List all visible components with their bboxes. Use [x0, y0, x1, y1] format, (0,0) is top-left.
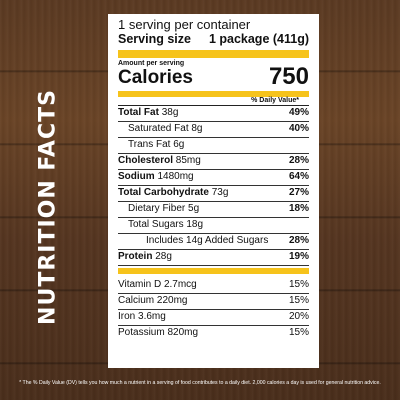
nutrient-label: Dietary Fiber 5g [128, 202, 199, 217]
nutrient-name: Total Sugars [128, 219, 184, 230]
nutrient-name: Total Fat [118, 107, 159, 118]
nutrient-label: Includes 14g Added Sugars [146, 234, 268, 249]
nutrient-daily-value: 40% [288, 123, 309, 134]
nutrient-row: Trans Fat 6g [118, 138, 309, 154]
nutrient-name: Sodium [118, 171, 155, 182]
nutrient-name: Trans Fat [128, 139, 171, 150]
nutrient-list: Total Fat 38g 49% Saturated Fat 8g 40% Trans… [118, 106, 319, 266]
mineral-row: Potassium 820mg 15% [118, 326, 309, 341]
nutrient-label: Protein 28g [118, 250, 172, 265]
nutrient-row: Protein 28g 19% [118, 250, 309, 266]
mineral-name: Vitamin D [118, 279, 162, 290]
nutrient-label: Trans Fat 6g [128, 138, 184, 153]
calories-row: Calories 750 [118, 65, 319, 89]
mineral-label: Calcium 220mg [118, 294, 187, 309]
mineral-amount: 220mg [156, 295, 188, 306]
nutrient-daily-value: 18% [288, 203, 309, 214]
nutrient-daily-value: 19% [288, 251, 309, 262]
nutrient-row: Dietary Fiber 5g 18% [118, 202, 309, 218]
nutrient-label: Total Fat 38g [118, 106, 178, 121]
nutrient-row: Total Carbohydrate 73g 27% [118, 186, 309, 202]
amount-per-serving: Amount per serving [118, 60, 185, 67]
mineral-amount: 820mg [167, 327, 199, 338]
nutrient-amount: 18g [186, 219, 204, 230]
serving-size-row: Serving size 1 package (411g) [118, 32, 319, 46]
nutrient-row: Includes 14g Added Sugars 28% [118, 234, 309, 250]
nutrient-amount: 28g [155, 251, 172, 262]
nutrient-name: Cholesterol [118, 155, 174, 166]
mineral-daily-value: 15% [288, 295, 309, 306]
nutrient-amount: 73g [211, 187, 229, 198]
mineral-row: Iron 3.6mg 20% [118, 310, 309, 326]
nutrient-name: Saturated Fat [128, 123, 189, 134]
nutrient-name: Total Carbohydrate [118, 187, 209, 198]
divider-bar [118, 50, 309, 58]
serving-size-value: 1 package (411g) [208, 32, 309, 46]
mineral-label: Iron 3.6mg [118, 310, 166, 325]
nutrition-facts-panel: 1 serving per container Serving size 1 p… [108, 14, 319, 368]
mineral-name: Calcium [118, 295, 155, 306]
nutrient-daily-value: 28% [288, 155, 309, 166]
calories-label: Calories [118, 67, 193, 88]
nutrient-label: Total Carbohydrate 73g [118, 186, 228, 201]
nutrient-amount: 1480mg [157, 171, 194, 182]
nutrient-label: Saturated Fat 8g [128, 122, 203, 137]
mineral-daily-value: 15% [288, 279, 309, 290]
mineral-amount: 3.6mg [138, 311, 166, 322]
servings-per-container: 1 serving per container [118, 17, 251, 32]
mineral-name: Iron [118, 311, 136, 322]
nutrient-amount: 5g [188, 203, 200, 214]
serving-size-label: Serving size [118, 32, 191, 46]
mineral-daily-value: 20% [288, 311, 309, 322]
daily-value-header: % Daily Value* [118, 97, 309, 106]
nutrient-row: Cholesterol 85mg 28% [118, 154, 309, 170]
nutrient-daily-value: 49% [288, 107, 309, 118]
side-title: NUTRITION FACTS [35, 89, 61, 325]
nutrient-name: Protein [118, 251, 153, 262]
divider-bar [118, 268, 309, 274]
mineral-amount: 2.7mcg [163, 279, 197, 290]
nutrient-name: Dietary Fiber [128, 203, 186, 214]
mineral-daily-value: 15% [288, 327, 309, 338]
mineral-label: Potassium 820mg [118, 326, 198, 341]
nutrient-daily-value: 28% [288, 235, 309, 246]
nutrient-row: Sodium 1480mg 64% [118, 170, 309, 186]
nutrient-row: Saturated Fat 8g 40% [118, 122, 309, 138]
nutrient-amount: 85mg [175, 155, 201, 166]
nutrient-row: Total Fat 38g 49% [118, 106, 309, 122]
nutrient-amount: 6g [173, 139, 185, 150]
daily-value-header-text: % Daily Value* [251, 97, 299, 104]
nutrient-daily-value: 64% [288, 171, 309, 182]
nutrient-label: Cholesterol 85mg [118, 154, 201, 169]
mineral-row: Vitamin D 2.7mcg 15% [118, 278, 309, 294]
calories-value: 750 [268, 63, 309, 90]
nutrient-label: Total Sugars 18g [128, 218, 203, 233]
nutrient-name: Includes 14g Added Sugars [146, 235, 269, 246]
nutrient-amount: 38g [161, 107, 179, 118]
mineral-list: Vitamin D 2.7mcg 15% Calcium 220mg 15% Iron … [118, 278, 319, 341]
nutrient-amount: 8g [191, 123, 203, 134]
divider-bar [118, 91, 309, 97]
footnote: * The % Daily Value (DV) tells you how m… [19, 380, 381, 386]
mineral-name: Potassium [118, 327, 165, 338]
mineral-label: Vitamin D 2.7mcg [118, 278, 197, 293]
nutrient-row: Total Sugars 18g [118, 218, 309, 234]
nutrient-daily-value: 27% [288, 187, 309, 198]
mineral-row: Calcium 220mg 15% [118, 294, 309, 310]
nutrient-label: Sodium 1480mg [118, 170, 194, 185]
